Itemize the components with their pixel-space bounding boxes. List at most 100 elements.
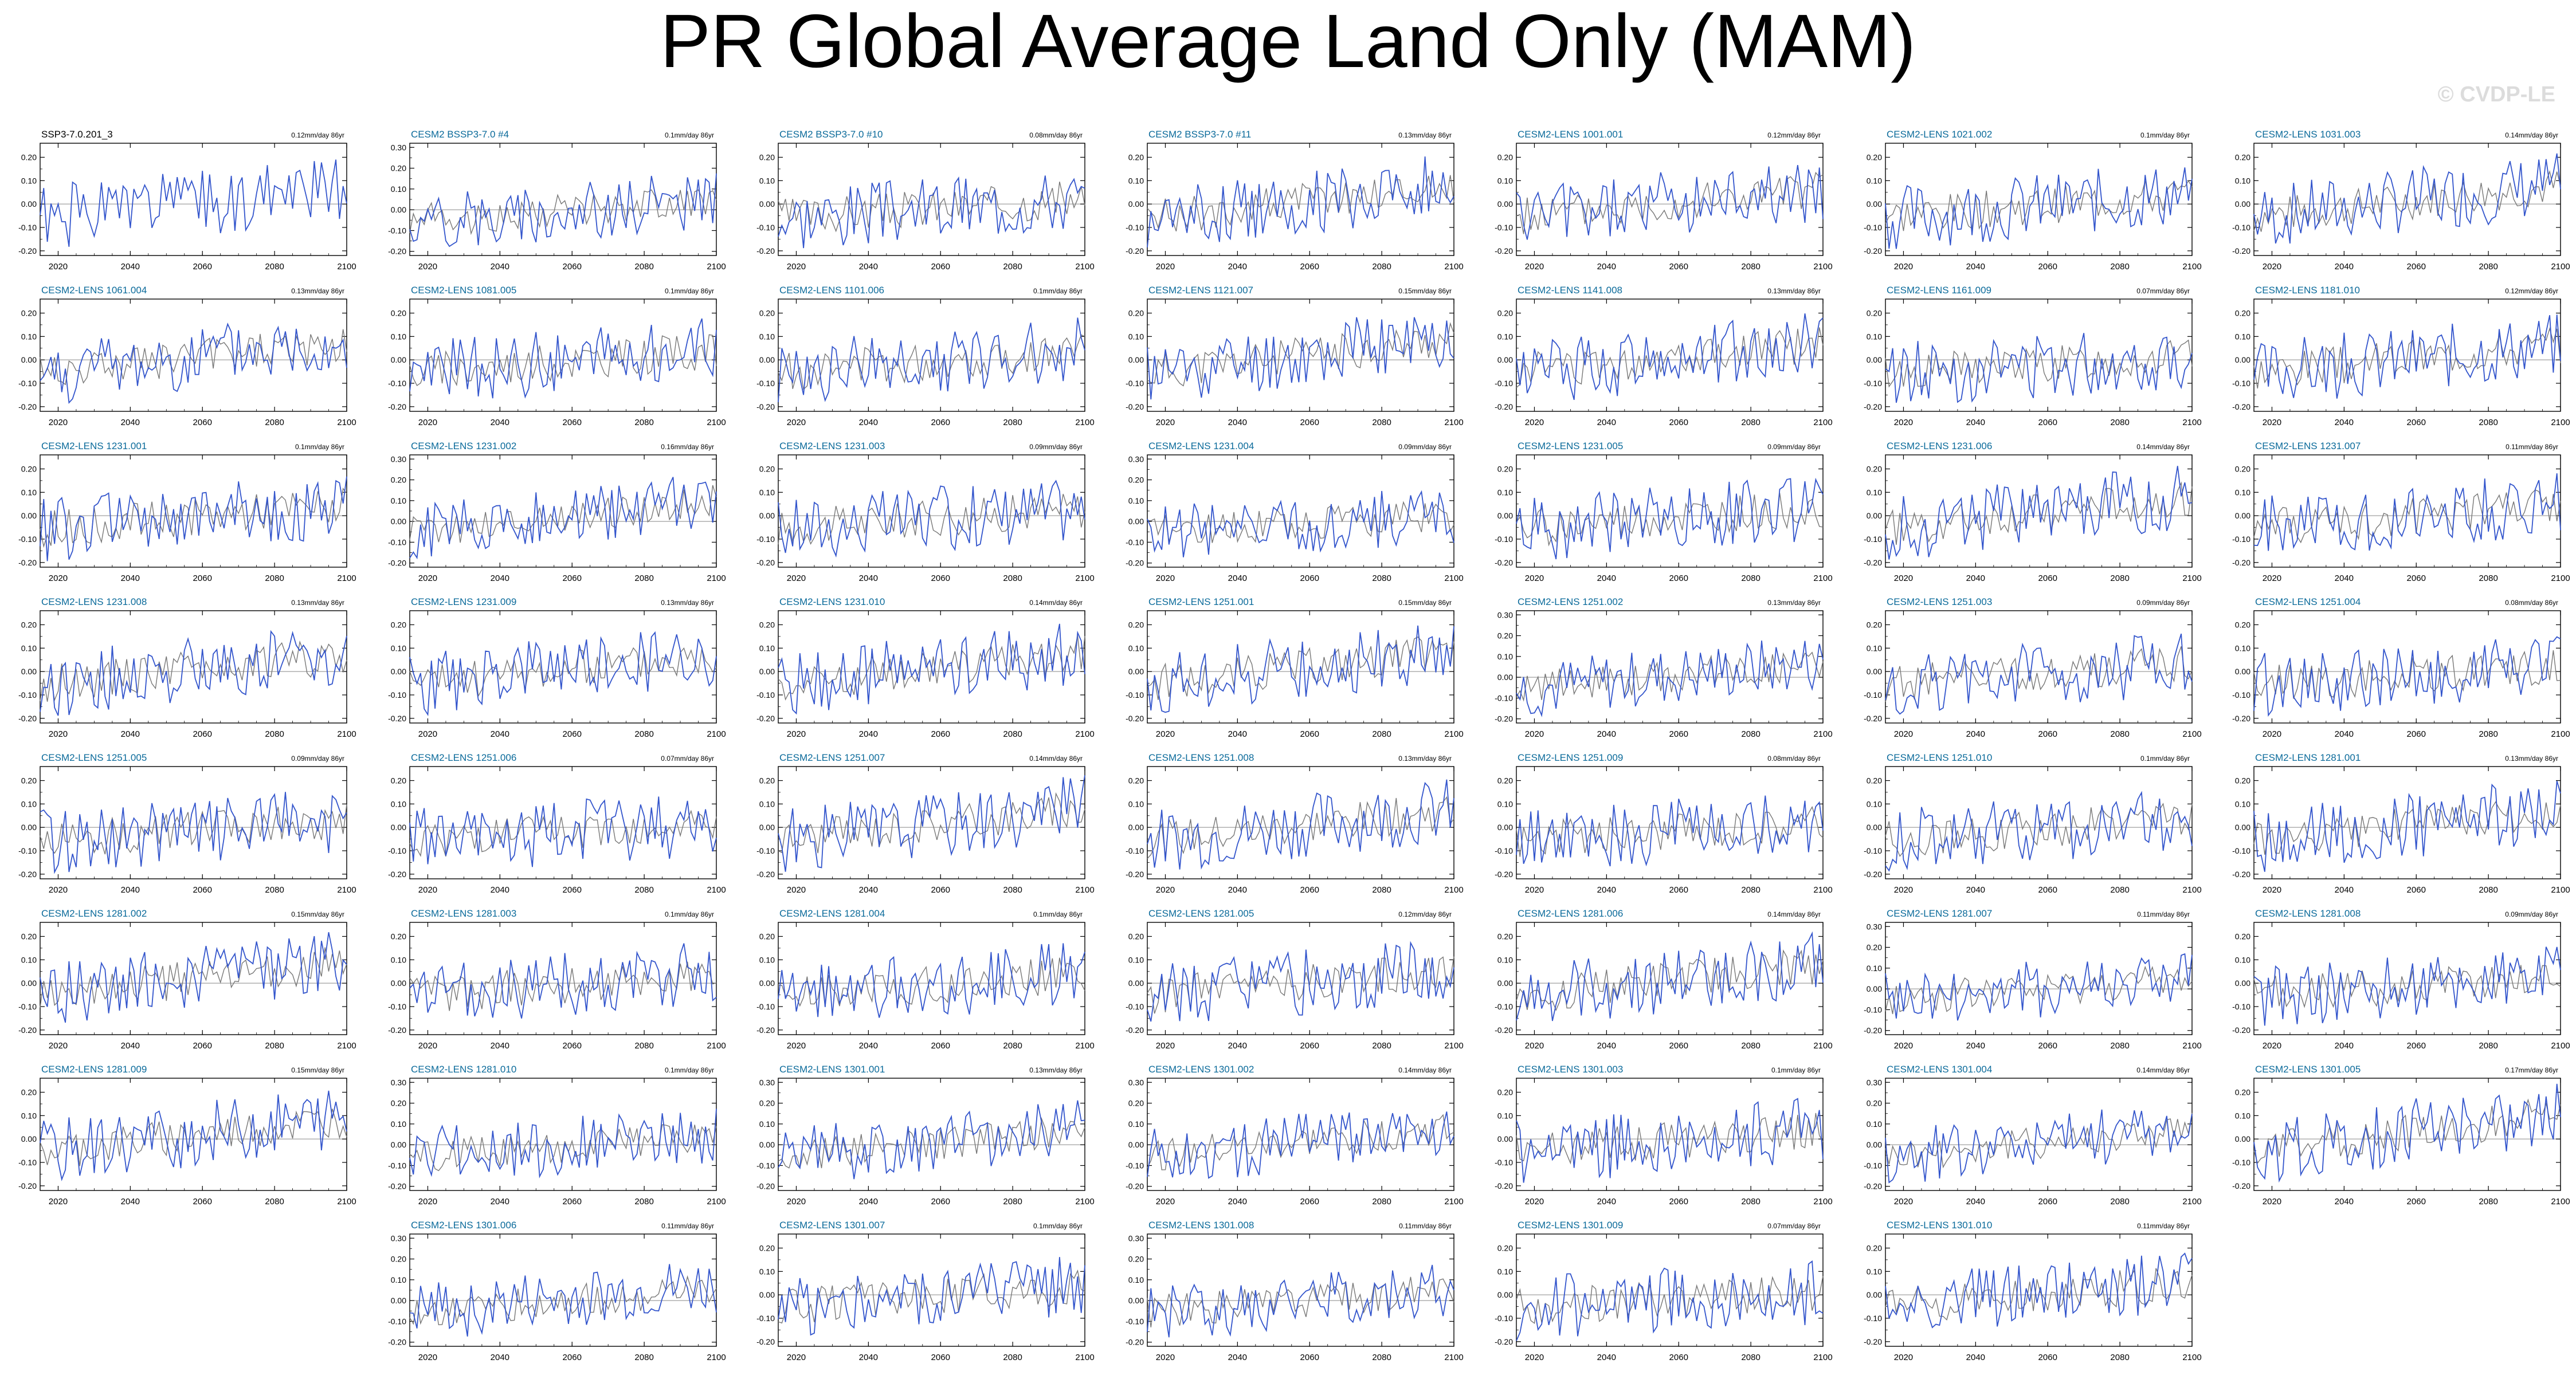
panel-label: CESM2-LENS 1301.009: [1518, 1220, 1623, 1231]
x-tick-label: 2080: [1003, 1041, 1022, 1051]
panel-frame: [2253, 454, 2561, 568]
panel-frame: [1885, 922, 2193, 1035]
panel-label: CESM2-LENS 1231.006: [1887, 441, 1992, 451]
y-tick-label: 0.00: [2235, 355, 2250, 364]
panel-label: CESM2-LENS 1251.002: [1518, 596, 1623, 607]
panel-label: CESM2-LENS 1281.008: [2255, 908, 2361, 919]
y-tick-label: -0.20: [2232, 1025, 2250, 1035]
y-tick-label: 0.00: [759, 355, 775, 364]
x-tick-label: 2060: [563, 1041, 582, 1051]
y-tick-label: 0.10: [1128, 799, 1144, 808]
watermark: © CVDP-LE: [2437, 82, 2555, 107]
x-tick-label: 2040: [1597, 1197, 1616, 1207]
y-tick-label: 0.00: [2235, 511, 2250, 520]
x-tick-label: 2060: [1300, 1353, 1319, 1362]
panel-trend-label: 0.08mm/day 86yr: [1767, 755, 1821, 763]
panel-trend-label: 0.13mm/day 86yr: [1029, 1066, 1083, 1074]
y-tick-label: 0.00: [759, 1140, 775, 1149]
panel-frame: [778, 922, 1085, 1035]
y-tick-label: -0.10: [1126, 846, 1144, 855]
x-tick-label: 2060: [931, 1041, 950, 1051]
member-series-line: [409, 796, 717, 867]
y-tick-label: 0.10: [1128, 496, 1144, 505]
y-tick-label: 0.10: [1867, 176, 1882, 185]
y-tick-label: 0.00: [1867, 511, 1882, 520]
y-tick-label: 0.10: [391, 799, 406, 808]
x-tick-label: 2040: [1966, 1353, 1985, 1362]
y-tick-label: -0.10: [1864, 846, 1882, 855]
member-series-line: [409, 173, 717, 247]
x-tick-label: 2060: [1300, 573, 1319, 583]
y-tick-label: 0.10: [759, 1267, 775, 1276]
y-tick-label: 0.10: [1867, 332, 1882, 341]
x-tick-label: 2060: [1300, 1041, 1319, 1051]
x-tick-label: 2060: [2407, 1197, 2426, 1207]
panel-label: CESM2-LENS 1301.005: [2255, 1064, 2361, 1075]
y-tick-label: 0.00: [391, 517, 406, 526]
panel-31: CESM2-LENS 1251.007 0.14mm/day 86yr 0.20 0.…: [756, 752, 1095, 895]
panel-21: CESM2-LENS 1231.007 0.11mm/day 86yr 0.20 0.…: [2232, 441, 2570, 583]
x-tick-label: 2100: [2551, 262, 2570, 272]
x-tick-label: 2080: [1741, 262, 1760, 272]
x-tick-label: 2100: [2551, 1197, 2570, 1207]
y-tick-label: -0.20: [1126, 1338, 1144, 1347]
x-tick-label: 2020: [1525, 1353, 1544, 1362]
panel-frame: [778, 298, 1085, 412]
y-tick-label: 0.20: [1867, 1099, 1882, 1108]
panel-label: CESM2-LENS 1251.005: [41, 752, 147, 763]
x-tick-label: 2100: [337, 573, 356, 583]
x-tick-label: 2020: [1894, 418, 1913, 427]
y-tick-label: 0.20: [391, 620, 406, 630]
y-tick-label: -0.20: [1495, 714, 1513, 724]
x-tick-label: 2100: [2182, 1197, 2201, 1207]
y-tick-label: -0.20: [1495, 870, 1513, 879]
y-tick-label: 0.00: [21, 979, 37, 988]
x-tick-label: 2080: [1003, 1353, 1022, 1362]
y-tick-label: -0.10: [1864, 1314, 1882, 1323]
x-tick-label: 2040: [121, 885, 140, 895]
y-tick-label: 0.20: [1867, 620, 1882, 630]
y-tick-label: 0.00: [759, 979, 775, 988]
panel-frame: [40, 1078, 347, 1191]
y-tick-label: 0.30: [1867, 1078, 1882, 1087]
ensemble-series-line: [1516, 171, 1824, 234]
x-tick-label: 2100: [707, 729, 726, 739]
panel-trend-label: 0.1mm/day 86yr: [1771, 1066, 1821, 1074]
y-tick-label: 0.30: [391, 143, 406, 152]
panel-frame: [2253, 143, 2561, 256]
y-tick-label: 0.10: [1497, 1111, 1513, 1120]
panel-frame: [1516, 143, 1824, 256]
x-tick-label: 2080: [265, 729, 284, 739]
y-tick-label: -0.20: [1126, 1025, 1144, 1035]
y-tick-label: 0.00: [759, 667, 775, 676]
x-tick-label: 2080: [2110, 729, 2129, 739]
x-tick-label: 2020: [1894, 1197, 1913, 1207]
x-tick-label: 2020: [418, 1041, 437, 1051]
x-tick-label: 2060: [1669, 1041, 1688, 1051]
x-tick-label: 2060: [563, 418, 582, 427]
panel-trend-label: 0.11mm/day 86yr: [661, 1222, 714, 1230]
x-tick-label: 2100: [337, 885, 356, 895]
y-tick-label: -0.10: [2232, 1002, 2250, 1011]
x-tick-label: 2040: [859, 885, 878, 895]
y-tick-label: -0.20: [2232, 246, 2250, 256]
x-tick-label: 2080: [1003, 729, 1022, 739]
y-tick-label: 0.00: [1128, 355, 1144, 364]
y-tick-label: 0.10: [1867, 488, 1882, 497]
x-tick-label: 2020: [1156, 729, 1175, 739]
x-tick-label: 2040: [491, 1041, 509, 1051]
x-tick-label: 2040: [1228, 262, 1247, 272]
panel-16: CESM2-LENS 1231.002 0.16mm/day 86yr 0.30 0.…: [388, 441, 726, 583]
y-tick-label: -0.10: [1495, 1158, 1513, 1167]
y-tick-label: 0.00: [1128, 667, 1144, 676]
member-series-line: [40, 630, 347, 716]
panel-trend-label: 0.13mm/day 86yr: [661, 599, 714, 607]
y-tick-label: -0.10: [756, 1002, 775, 1011]
x-tick-label: 2080: [2110, 573, 2129, 583]
panel-54: CESM2-LENS 1301.010 0.11mm/day 86yr 0.20 0.…: [1864, 1220, 2202, 1362]
x-tick-label: 2020: [418, 262, 437, 272]
y-tick-label: 0.10: [759, 1119, 775, 1129]
member-series-line: [409, 1264, 717, 1337]
panel-trend-label: 0.1mm/day 86yr: [665, 287, 714, 295]
panel-trend-label: 0.08mm/day 86yr: [2505, 599, 2558, 607]
